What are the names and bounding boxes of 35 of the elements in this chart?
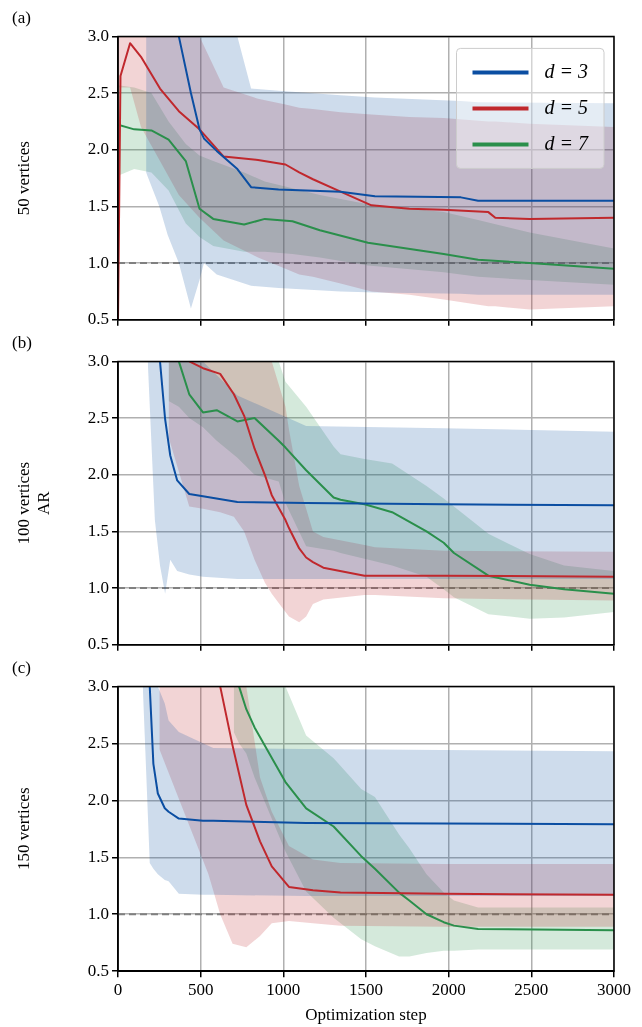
y-tick-label: 1.0 [87, 252, 109, 272]
y-axis-title: 150 vertices [13, 787, 33, 871]
y-tick-label: 1.5 [87, 520, 109, 540]
y-tick-label: 2.0 [87, 139, 109, 159]
x-tick-label: 500 [187, 979, 214, 999]
legend-label: d = 3 [544, 59, 588, 82]
y-axis-title: 50 vertices [13, 141, 33, 216]
y-axis-title: 100 vertices AR [13, 461, 54, 545]
x-tick-label: 3000 [597, 979, 631, 999]
x-tick-label: 2500 [514, 979, 549, 999]
chart-title: (a) [12, 7, 31, 27]
chart-title: (b) [12, 332, 32, 352]
y-tick-label: 3.0 [87, 350, 109, 370]
y-tick-label: 2.0 [87, 789, 109, 809]
y-tick-label: 3.0 [87, 675, 109, 695]
y-tick-label: 0.5 [87, 960, 109, 980]
y-tick-label: 1.5 [87, 846, 109, 866]
legend-label: d = 7 [544, 131, 589, 154]
y-tick-label: 1.5 [87, 195, 109, 215]
y-tick-label: 1.0 [87, 903, 109, 923]
x-tick-label: 1500 [349, 979, 383, 999]
y-tick-label: 0.5 [87, 309, 109, 329]
legend-label: d = 5 [544, 95, 588, 118]
x-tick-label: 1000 [266, 979, 301, 999]
x-tick-label: 0 [113, 979, 123, 999]
y-tick-label: 3.0 [87, 25, 109, 45]
y-tick-label: 0.5 [87, 634, 109, 654]
y-tick-label: 2.0 [87, 464, 109, 484]
y-tick-label: 2.5 [87, 407, 109, 427]
y-tick-label: 2.5 [87, 82, 109, 102]
chart-title: (c) [12, 657, 31, 677]
y-tick-label: 2.5 [87, 732, 109, 752]
x-axis-title: Optimization step [305, 1005, 427, 1025]
y-tick-label: 1.0 [87, 577, 109, 597]
x-tick-label: 2000 [431, 979, 466, 999]
